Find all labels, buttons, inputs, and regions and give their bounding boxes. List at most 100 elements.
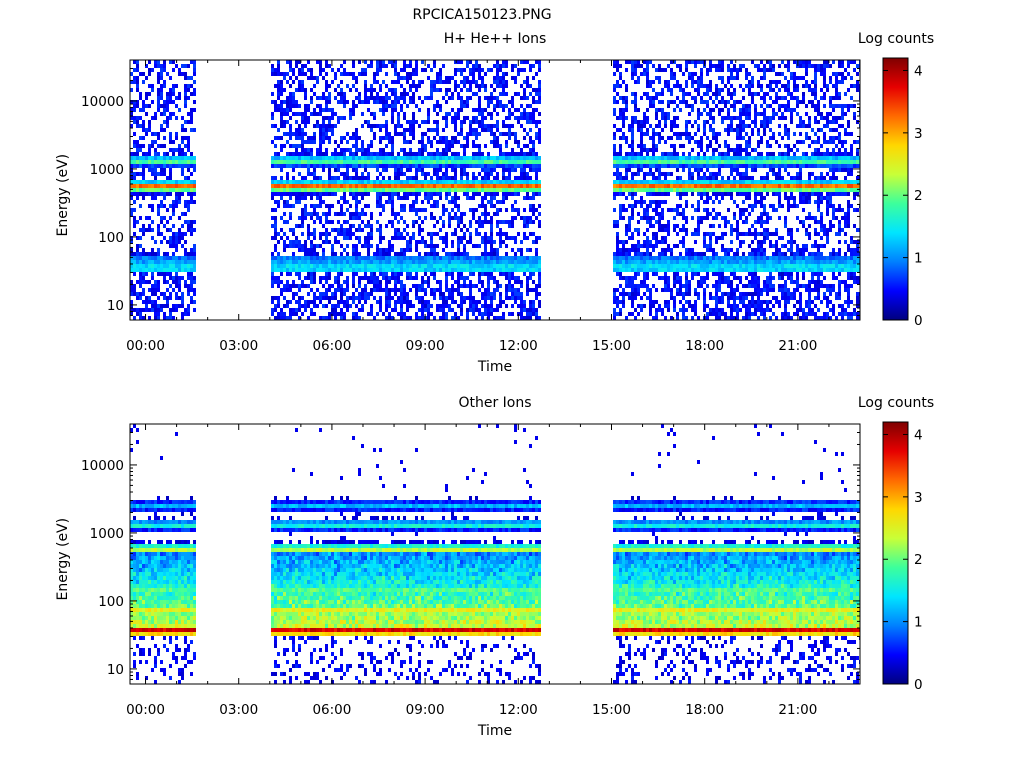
heatmap-cell xyxy=(502,264,505,268)
heatmap-cell xyxy=(466,136,469,140)
heatmap-cell xyxy=(637,64,640,68)
heatmap-cell xyxy=(532,304,535,308)
heatmap-cell xyxy=(634,80,637,84)
heatmap-cell xyxy=(658,76,661,80)
heatmap-cell xyxy=(463,188,466,192)
heatmap-cell xyxy=(640,140,643,144)
heatmap-cell xyxy=(184,240,187,244)
heatmap-cell xyxy=(478,256,481,260)
heatmap-cell xyxy=(658,136,661,140)
heatmap-cell xyxy=(313,140,316,144)
heatmap-cell xyxy=(421,264,424,268)
heatmap-cell xyxy=(391,296,394,300)
heatmap-cell xyxy=(652,224,655,228)
heatmap-cell xyxy=(517,260,520,264)
heatmap-cell xyxy=(622,216,625,220)
heatmap-cell xyxy=(664,152,667,156)
heatmap-cell xyxy=(625,268,628,272)
heatmap-cell xyxy=(307,160,310,164)
heatmap-cell xyxy=(181,136,184,140)
heatmap-cell xyxy=(478,160,481,164)
heatmap-cell xyxy=(277,316,280,320)
heatmap-cell xyxy=(136,308,139,312)
heatmap-cell xyxy=(619,240,622,244)
heatmap-cell xyxy=(412,164,415,168)
heatmap-cell xyxy=(283,264,286,268)
heatmap-cell xyxy=(526,144,529,148)
heatmap-cell xyxy=(478,260,481,264)
heatmap-cell xyxy=(379,60,382,64)
heatmap-cell xyxy=(478,224,481,228)
heatmap-cell xyxy=(670,296,673,300)
heatmap-cell xyxy=(502,108,505,112)
heatmap-cell xyxy=(619,148,622,152)
heatmap-cell xyxy=(529,156,532,160)
heatmap-cell xyxy=(667,184,670,188)
heatmap-cell xyxy=(658,304,661,308)
heatmap-cell xyxy=(451,308,454,312)
heatmap-cell xyxy=(661,180,664,184)
heatmap-cell xyxy=(409,152,412,156)
heatmap-cell xyxy=(172,180,175,184)
heatmap-cell xyxy=(412,160,415,164)
heatmap-cell xyxy=(169,116,172,120)
heatmap-cell xyxy=(301,160,304,164)
heatmap-cell xyxy=(346,228,349,232)
heatmap-cell xyxy=(181,276,184,280)
heatmap-cell xyxy=(370,112,373,116)
heatmap-cell xyxy=(376,176,379,180)
heatmap-cell xyxy=(523,188,526,192)
heatmap-cell xyxy=(436,156,439,160)
heatmap-cell xyxy=(535,176,538,180)
heatmap-cell xyxy=(532,168,535,172)
heatmap-cell xyxy=(430,160,433,164)
heatmap-cell xyxy=(511,260,514,264)
heatmap-cell xyxy=(136,256,139,260)
heatmap-cell xyxy=(379,240,382,244)
heatmap-cell xyxy=(310,76,313,80)
heatmap-cell xyxy=(343,152,346,156)
heatmap-cell xyxy=(466,268,469,272)
heatmap-cell xyxy=(310,100,313,104)
heatmap-cell xyxy=(538,204,541,208)
heatmap-cell xyxy=(460,184,463,188)
heatmap-cell xyxy=(190,256,193,260)
heatmap-cell xyxy=(310,72,313,76)
heatmap-cell xyxy=(337,228,340,232)
heatmap-cell xyxy=(142,260,145,264)
heatmap-cell xyxy=(169,204,172,208)
heatmap-cell xyxy=(394,272,397,276)
heatmap-cell xyxy=(457,116,460,120)
heatmap-cell xyxy=(424,144,427,148)
heatmap-cell xyxy=(154,160,157,164)
heatmap-cell xyxy=(364,100,367,104)
heatmap-cell xyxy=(403,136,406,140)
heatmap-cell xyxy=(163,164,166,168)
heatmap-cell xyxy=(172,148,175,152)
heatmap-cell xyxy=(391,224,394,228)
heatmap-cell xyxy=(175,304,178,308)
heatmap-cell xyxy=(631,172,634,176)
heatmap-cell xyxy=(283,220,286,224)
heatmap-cell xyxy=(178,228,181,232)
heatmap-cell xyxy=(400,164,403,168)
heatmap-cell xyxy=(379,260,382,264)
heatmap-cell xyxy=(619,208,622,212)
heatmap-cell xyxy=(625,68,628,72)
heatmap-cell xyxy=(481,152,484,156)
heatmap-cell xyxy=(172,232,175,236)
heatmap-cell xyxy=(514,108,517,112)
heatmap-cell xyxy=(382,248,385,252)
heatmap-cell xyxy=(667,264,670,268)
heatmap-cell xyxy=(496,308,499,312)
heatmap-cell xyxy=(496,264,499,268)
heatmap-cell xyxy=(619,164,622,168)
heatmap-cell xyxy=(613,84,616,88)
heatmap-cell xyxy=(331,268,334,272)
heatmap-cell xyxy=(427,260,430,264)
heatmap-cell xyxy=(514,136,517,140)
heatmap-cell xyxy=(331,260,334,264)
heatmap-cell xyxy=(388,264,391,268)
heatmap-cell xyxy=(142,168,145,172)
heatmap-cell xyxy=(295,244,298,248)
